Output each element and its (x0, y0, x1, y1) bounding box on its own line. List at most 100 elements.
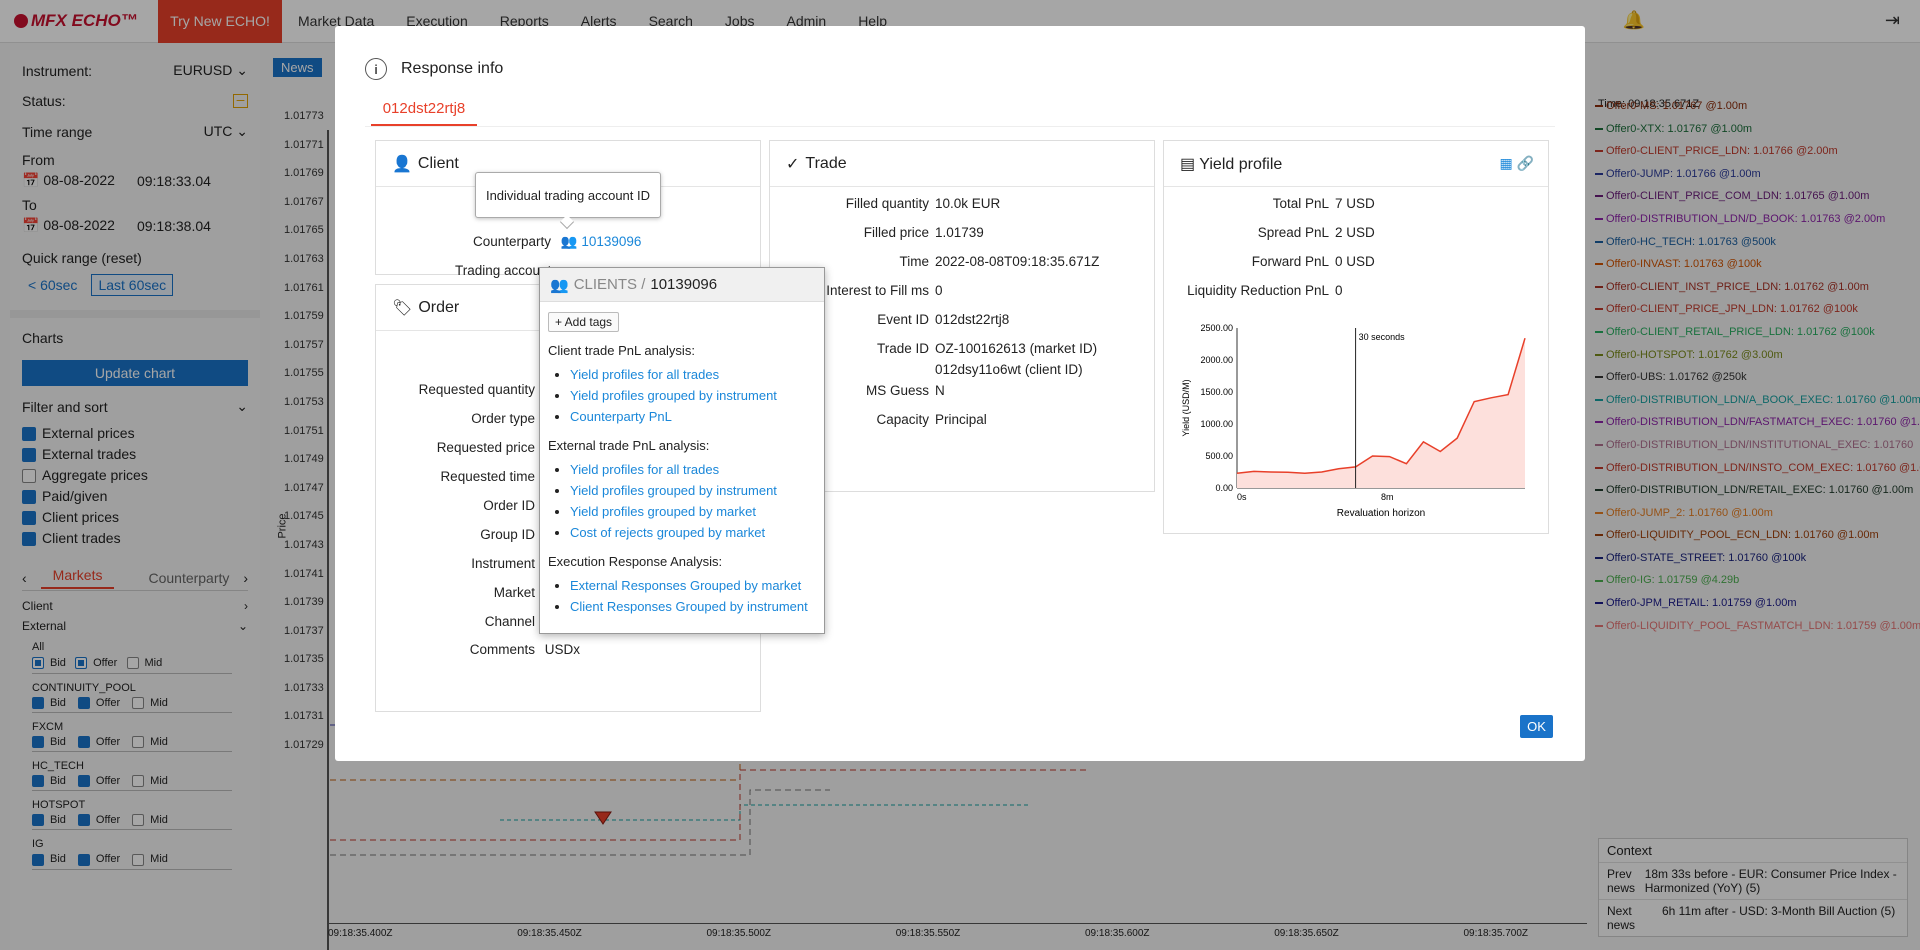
back-60sec-button[interactable]: < 60sec (28, 277, 78, 293)
offer-item[interactable]: Offer0-CLIENT_PRICE_JPN_LDN: 1.01762 @10… (1595, 298, 1920, 321)
offer-item[interactable]: Offer0-DISTRIBUTION_LDN/INSTO_COM_EXEC: … (1595, 457, 1920, 480)
popup-link[interactable]: Yield profiles for all trades (570, 367, 720, 382)
last-60sec-button[interactable]: Last 60sec (91, 274, 174, 296)
report-icon[interactable]: ▦ (1499, 155, 1513, 171)
filter-item[interactable]: Paid/given (22, 486, 260, 507)
popup-link[interactable]: Yield profiles grouped by market (570, 504, 756, 519)
news-tag[interactable]: News (273, 58, 322, 77)
offer-item[interactable]: Offer0-LIQUIDITY_POOL_ECN_LDN: 1.01760 @… (1595, 524, 1920, 547)
offer-item[interactable]: Offer0-DISTRIBUTION_LDN/FASTMATCH_EXEC: … (1595, 411, 1920, 434)
update-chart-button[interactable]: Update chart (22, 360, 248, 386)
nav-market-data[interactable]: Market Data (298, 13, 375, 29)
tab-counterparty[interactable]: Counterparty (148, 569, 230, 586)
tab-prev-icon[interactable]: ‹ (22, 569, 27, 586)
nav-execution[interactable]: Execution (406, 13, 468, 29)
nav-admin[interactable]: Admin (786, 13, 827, 29)
filter-item[interactable]: Client prices (22, 507, 260, 528)
client-group[interactable]: Client › (22, 599, 248, 613)
venue-offer-checkbox[interactable] (77, 736, 90, 749)
all-bid-checkbox[interactable] (32, 657, 44, 670)
popup-link[interactable]: Counterparty PnL (570, 409, 672, 424)
timezone-select[interactable]: UTC ⌄ (203, 123, 248, 139)
tab-event-id[interactable]: 012dst22rtj8 (371, 98, 477, 126)
all-mid-checkbox[interactable] (126, 657, 139, 670)
venue-offer-checkbox[interactable] (77, 697, 90, 710)
venue-bid-checkbox[interactable] (32, 814, 44, 827)
offer-item[interactable]: Offer0-STATE_STREET: 1.01760 @100k (1595, 547, 1920, 570)
all-offer-checkbox[interactable] (75, 657, 88, 670)
offer-item[interactable]: Offer0-DISTRIBUTION_LDN/D_BOOK: 1.01763 … (1595, 208, 1920, 231)
offer-item[interactable]: Offer0-CLIENT_RETAIL_PRICE_LDN: 1.01762 … (1595, 321, 1920, 344)
external-group[interactable]: External ⌄ (22, 619, 248, 633)
offer-item[interactable]: Offer0-JUMP: 1.01766 @1.00m (1595, 163, 1920, 186)
filter-checkbox[interactable] (22, 469, 36, 484)
offer-item[interactable]: Offer0-HC_TECH: 1.01763 @500k (1595, 231, 1920, 254)
filter-checkbox[interactable] (22, 532, 36, 547)
next-news-row[interactable]: Next news 6h 11m after - USD: 3-Month Bil… (1599, 899, 1907, 936)
app-logo[interactable]: MFX ECHO™ (0, 11, 158, 31)
instrument-select[interactable]: EURUSD ⌄ (173, 62, 248, 78)
offer-item[interactable]: Offer0-HOTSPOT: 1.01762 @3.00m (1595, 344, 1920, 367)
offer-item[interactable]: Offer0-JPM_RETAIL: 1.01759 @1.00m (1595, 592, 1920, 615)
filter-checkbox[interactable] (22, 490, 36, 505)
filter-item[interactable]: Client trades (22, 528, 260, 549)
quick-range-label[interactable]: Quick range (reset) (22, 250, 142, 266)
venue-bid-checkbox[interactable] (32, 853, 44, 866)
offer-item[interactable]: Offer0-IG: 1.01759 @4.29b (1595, 569, 1920, 592)
popup-link[interactable]: Cost of rejects grouped by market (570, 525, 766, 540)
filter-checkbox[interactable] (22, 511, 36, 526)
offer-item[interactable]: Offer0-CLIENT_PRICE_LDN: 1.01766 @2.00m (1595, 140, 1920, 163)
offer-item[interactable]: Offer0-XTX: 1.01767 @1.00m (1595, 118, 1920, 141)
bell-icon[interactable]: 🔔 (1622, 10, 1645, 30)
tab-next-icon[interactable]: › (243, 569, 249, 586)
logout-icon[interactable]: ⇥ (1884, 10, 1900, 30)
offer-item[interactable]: Offer0-DISTRIBUTION_LDN/RETAIL_EXEC: 1.0… (1595, 479, 1920, 502)
offer-item[interactable]: Offer0-UBS: 1.01762 @250k (1595, 366, 1920, 389)
nav-jobs[interactable]: Jobs (724, 13, 755, 29)
offer-item[interactable]: Offer0-DISTRIBUTION_LDN/A_BOOK_EXEC: 1.0… (1595, 389, 1920, 412)
venue-mid-checkbox[interactable] (132, 697, 145, 710)
venue-offer-checkbox[interactable] (77, 814, 90, 827)
offer-item[interactable]: Offer0-CLIENT_INST_PRICE_LDN: 1.01762 @1… (1595, 276, 1920, 299)
filter-sort-header[interactable]: Filter and sort ⌄ (22, 398, 248, 415)
filter-item[interactable]: External prices (22, 423, 260, 444)
offer-item[interactable]: Offer0-CLIENT_PRICE_COM_LDN: 1.01765 @1.… (1595, 185, 1920, 208)
prev-news-row[interactable]: Prev news 18m 33s before - EUR: Consumer … (1599, 862, 1907, 899)
popup-link[interactable]: Yield profiles grouped by instrument (570, 388, 777, 403)
venue-bid-checkbox[interactable] (32, 736, 44, 749)
offer-item[interactable]: Offer0-INVAST: 1.01763 @100k (1595, 253, 1920, 276)
nav-help[interactable]: Help (858, 13, 887, 29)
venue-mid-checkbox[interactable] (132, 853, 145, 866)
venue-mid-checkbox[interactable] (132, 736, 145, 749)
offer-item[interactable]: Offer0-MS: 1.01767 @1.00m (1595, 95, 1920, 118)
link-icon[interactable]: 🔗 (1516, 155, 1534, 171)
add-tags-button[interactable]: + Add tags (548, 312, 620, 332)
counterparty-link[interactable]: 👥 10139096 (560, 234, 642, 249)
venue-bid-checkbox[interactable] (32, 775, 44, 788)
popup-link[interactable]: Client Responses Grouped by instrument (570, 599, 808, 614)
venue-offer-checkbox[interactable] (77, 853, 90, 866)
offer-item[interactable]: Offer0-LIQUIDITY_POOL_FASTMATCH_LDN: 1.0… (1595, 615, 1920, 638)
popup-link[interactable]: External Responses Grouped by market (570, 578, 802, 593)
from-input[interactable]: 📅 08-08-2022 09:18:33.04 (22, 172, 211, 189)
filter-checkbox[interactable] (22, 427, 36, 442)
nav-search[interactable]: Search (648, 13, 693, 29)
to-input[interactable]: 📅 08-08-2022 09:18:38.04 (22, 217, 211, 234)
popup-link[interactable]: Yield profiles for all trades (570, 462, 720, 477)
filter-item[interactable]: External trades (22, 444, 260, 465)
try-new-button[interactable]: Try New ECHO! (158, 0, 282, 43)
venue-bid-checkbox[interactable] (32, 697, 44, 710)
ok-button[interactable]: OK (1520, 715, 1553, 738)
venue-mid-checkbox[interactable] (132, 775, 145, 788)
venue-mid-checkbox[interactable] (132, 814, 145, 827)
offer-item[interactable]: Offer0-DISTRIBUTION_LDN/INSTITUTIONAL_EX… (1595, 434, 1920, 457)
filter-item[interactable]: Aggregate prices (22, 465, 260, 486)
popup-link[interactable]: Yield profiles grouped by instrument (570, 483, 777, 498)
nav-reports[interactable]: Reports (499, 13, 549, 29)
venue-offer-checkbox[interactable] (77, 775, 90, 788)
nav-alerts[interactable]: Alerts (580, 13, 617, 29)
offer-item[interactable]: Offer0-JUMP_2: 1.01760 @1.00m (1595, 502, 1920, 525)
tab-markets[interactable]: Markets (40, 567, 115, 589)
filter-checkbox[interactable] (22, 448, 36, 463)
status-toggle-icon[interactable]: – (233, 92, 248, 108)
